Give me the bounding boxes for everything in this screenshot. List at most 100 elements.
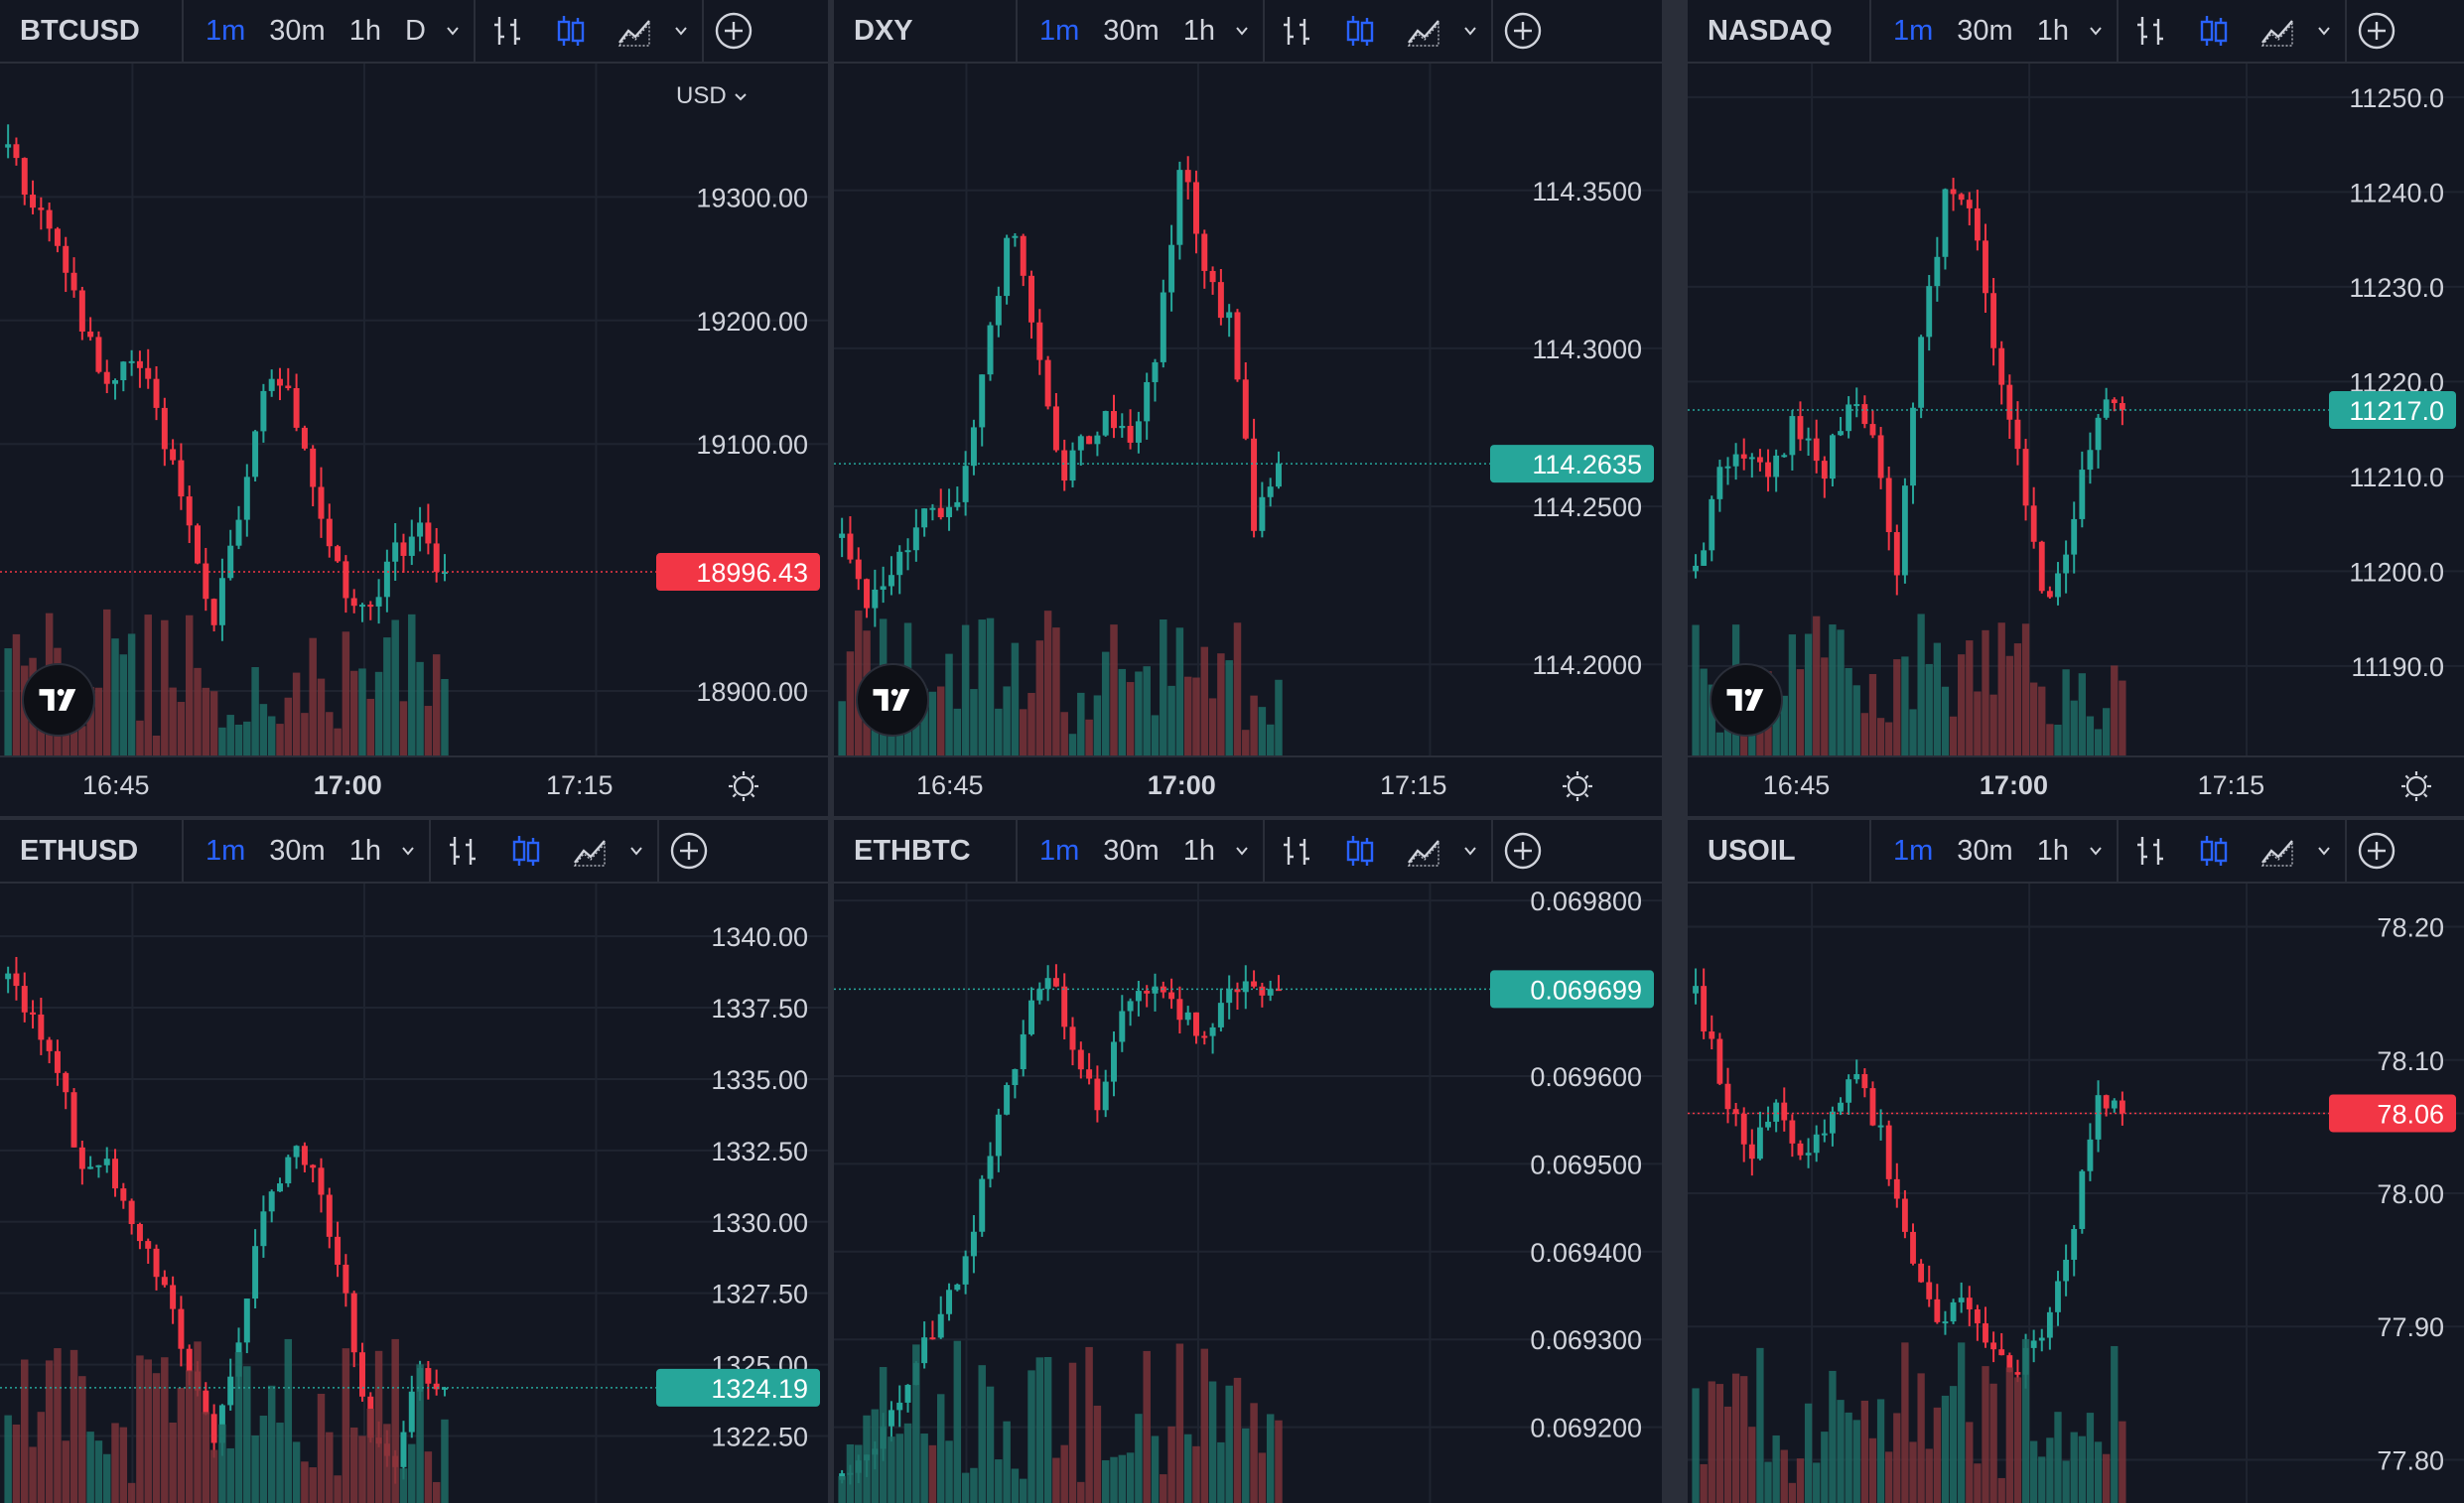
area-style-icon[interactable] <box>2259 13 2295 49</box>
candles-style-icon[interactable] <box>1342 13 1378 49</box>
price-chart[interactable]: 1340.00 1337.50 1335.00 1332.50 1330.00 1327.… <box>0 884 828 1503</box>
interval-dropdown-chevron-down-icon[interactable] <box>1235 24 1249 38</box>
interval-dropdown-chevron-down-icon[interactable] <box>401 844 415 858</box>
area-style-icon[interactable] <box>1406 13 1441 49</box>
interval-30m-button[interactable]: 30m <box>1957 14 2013 47</box>
chart-style-dropdown-chevron-down-icon[interactable] <box>2317 24 2331 38</box>
price-chart[interactable]: 114.3500 114.3000 114.2500 114.2000 114.2635… <box>834 64 1662 816</box>
interval-1h-button[interactable]: 1h <box>348 834 381 867</box>
bars-style-icon[interactable] <box>1279 833 1314 869</box>
candle <box>1217 1003 1224 1027</box>
candle <box>864 579 871 609</box>
chart-style-dropdown-chevron-down-icon[interactable] <box>629 844 643 858</box>
volume-bar <box>301 713 309 756</box>
candles-style-icon[interactable] <box>553 13 589 49</box>
settings-gear-icon[interactable] <box>729 771 758 801</box>
currency-selector[interactable]: USD <box>676 82 727 109</box>
interval-30m-button[interactable]: 30m <box>1103 14 1160 47</box>
interval-1m-button[interactable]: 1m <box>1893 14 1934 47</box>
chart-style-dropdown-chevron-down-icon[interactable] <box>1463 24 1477 38</box>
interval-1h-button[interactable]: 1h <box>2036 14 2069 47</box>
interval-dropdown-chevron-down-icon[interactable] <box>2089 24 2103 38</box>
interval-dropdown-chevron-down-icon[interactable] <box>446 24 460 38</box>
chart-panel-dxy: DXY 1m 30m 1h 114.3500 114.3000 114.2500 114.20… <box>834 0 1662 816</box>
chart-style-dropdown-chevron-down-icon[interactable] <box>674 24 688 38</box>
bars-style-icon[interactable] <box>1279 13 1314 49</box>
volume-bar <box>1982 1366 1989 1503</box>
tradingview-logo[interactable] <box>1710 663 1783 737</box>
price-chart[interactable]: 0.069800 0.069600 0.069500 0.069400 0.069300… <box>834 884 1662 1503</box>
symbol-search-button[interactable]: ETHBTC <box>834 820 1018 882</box>
interval-dropdown-chevron-down-icon[interactable] <box>2089 844 2103 858</box>
interval-1h-button[interactable]: 1h <box>1182 834 1215 867</box>
price-axis-label: 0.069800 <box>1530 887 1642 916</box>
add-indicator-plus-icon[interactable] <box>2357 11 2396 51</box>
candles-style-icon[interactable] <box>2196 13 2232 49</box>
volume-bar <box>1077 692 1085 756</box>
price-chart[interactable]: 19300.00 19200.00 19100.00 18900.00 18996.43… <box>0 64 828 816</box>
interval-30m-button[interactable]: 30m <box>1103 834 1160 867</box>
interval-dropdown-chevron-down-icon[interactable] <box>1235 844 1249 858</box>
bars-style-icon[interactable] <box>445 833 480 869</box>
interval-1h-button[interactable]: 1h <box>2036 834 2069 867</box>
volume-bar <box>152 1373 161 1503</box>
price-axis-label: 19300.00 <box>696 183 808 212</box>
volume-bar <box>1233 1377 1242 1503</box>
bars-style-icon[interactable] <box>2132 13 2168 49</box>
add-indicator-plus-icon[interactable] <box>1503 831 1543 871</box>
volume-bar <box>342 631 350 756</box>
settings-gear-icon[interactable] <box>1563 771 1592 801</box>
candle <box>21 158 28 196</box>
symbol-search-button[interactable]: USOIL <box>1688 820 1871 882</box>
symbol-search-button[interactable]: NASDAQ <box>1688 0 1871 62</box>
volume-bar <box>1813 615 1821 756</box>
area-style-icon[interactable] <box>572 833 608 869</box>
chart-style-dropdown-chevron-down-icon[interactable] <box>1463 844 1477 858</box>
interval-1m-button[interactable]: 1m <box>1893 834 1934 867</box>
candle <box>1765 462 1771 478</box>
candle <box>872 589 879 609</box>
tradingview-logo[interactable] <box>856 663 929 737</box>
interval-1h-button[interactable]: 1h <box>348 14 381 47</box>
volume-bar <box>995 1459 1003 1503</box>
add-indicator-plus-icon[interactable] <box>2357 831 2396 871</box>
interval-30m-button[interactable]: 30m <box>269 14 326 47</box>
interval-30m-button[interactable]: 30m <box>1957 834 2013 867</box>
tradingview-logo[interactable] <box>22 663 95 737</box>
interval-D-button[interactable]: D <box>404 14 426 47</box>
candles-style-icon[interactable] <box>1342 833 1378 869</box>
chart-style-dropdown-chevron-down-icon[interactable] <box>2317 844 2331 858</box>
price-chart[interactable]: 78.20 78.10 78.00 77.90 77.80 78.06 <box>1688 884 2464 1503</box>
add-indicator-plus-icon[interactable] <box>669 831 709 871</box>
candle <box>218 578 225 625</box>
interval-1m-button[interactable]: 1m <box>1039 834 1080 867</box>
volume-bar <box>209 691 218 756</box>
interval-1h-button[interactable]: 1h <box>1182 14 1215 47</box>
interval-1m-button[interactable]: 1m <box>205 834 246 867</box>
candle <box>1732 454 1739 467</box>
settings-gear-icon[interactable] <box>2401 771 2431 801</box>
bars-style-icon[interactable] <box>489 13 525 49</box>
add-indicator-plus-icon[interactable] <box>1503 11 1543 51</box>
area-style-icon[interactable] <box>1406 833 1441 869</box>
candles-style-icon[interactable] <box>508 833 544 869</box>
candles-style-icon[interactable] <box>2196 833 2232 869</box>
interval-30m-button[interactable]: 30m <box>269 834 326 867</box>
candle <box>350 1293 357 1353</box>
volume-bar <box>1885 722 1893 756</box>
time-axis-label: 17:00 <box>1148 770 1216 800</box>
candle <box>2119 403 2125 410</box>
interval-1m-button[interactable]: 1m <box>1039 14 1080 47</box>
area-style-icon[interactable] <box>2259 833 2295 869</box>
candle <box>70 272 77 291</box>
symbol-search-button[interactable]: DXY <box>834 0 1018 62</box>
chevron-down-icon[interactable] <box>735 93 747 101</box>
symbol-search-button[interactable]: BTCUSD <box>0 0 184 62</box>
price-chart[interactable]: 11250.011240.011230.011220.011210.011200… <box>1688 64 2464 816</box>
candle <box>1192 1012 1199 1036</box>
area-style-icon[interactable] <box>616 13 652 49</box>
bars-style-icon[interactable] <box>2132 833 2168 869</box>
interval-1m-button[interactable]: 1m <box>205 14 246 47</box>
symbol-search-button[interactable]: ETHUSD <box>0 820 184 882</box>
add-indicator-plus-icon[interactable] <box>714 11 753 51</box>
